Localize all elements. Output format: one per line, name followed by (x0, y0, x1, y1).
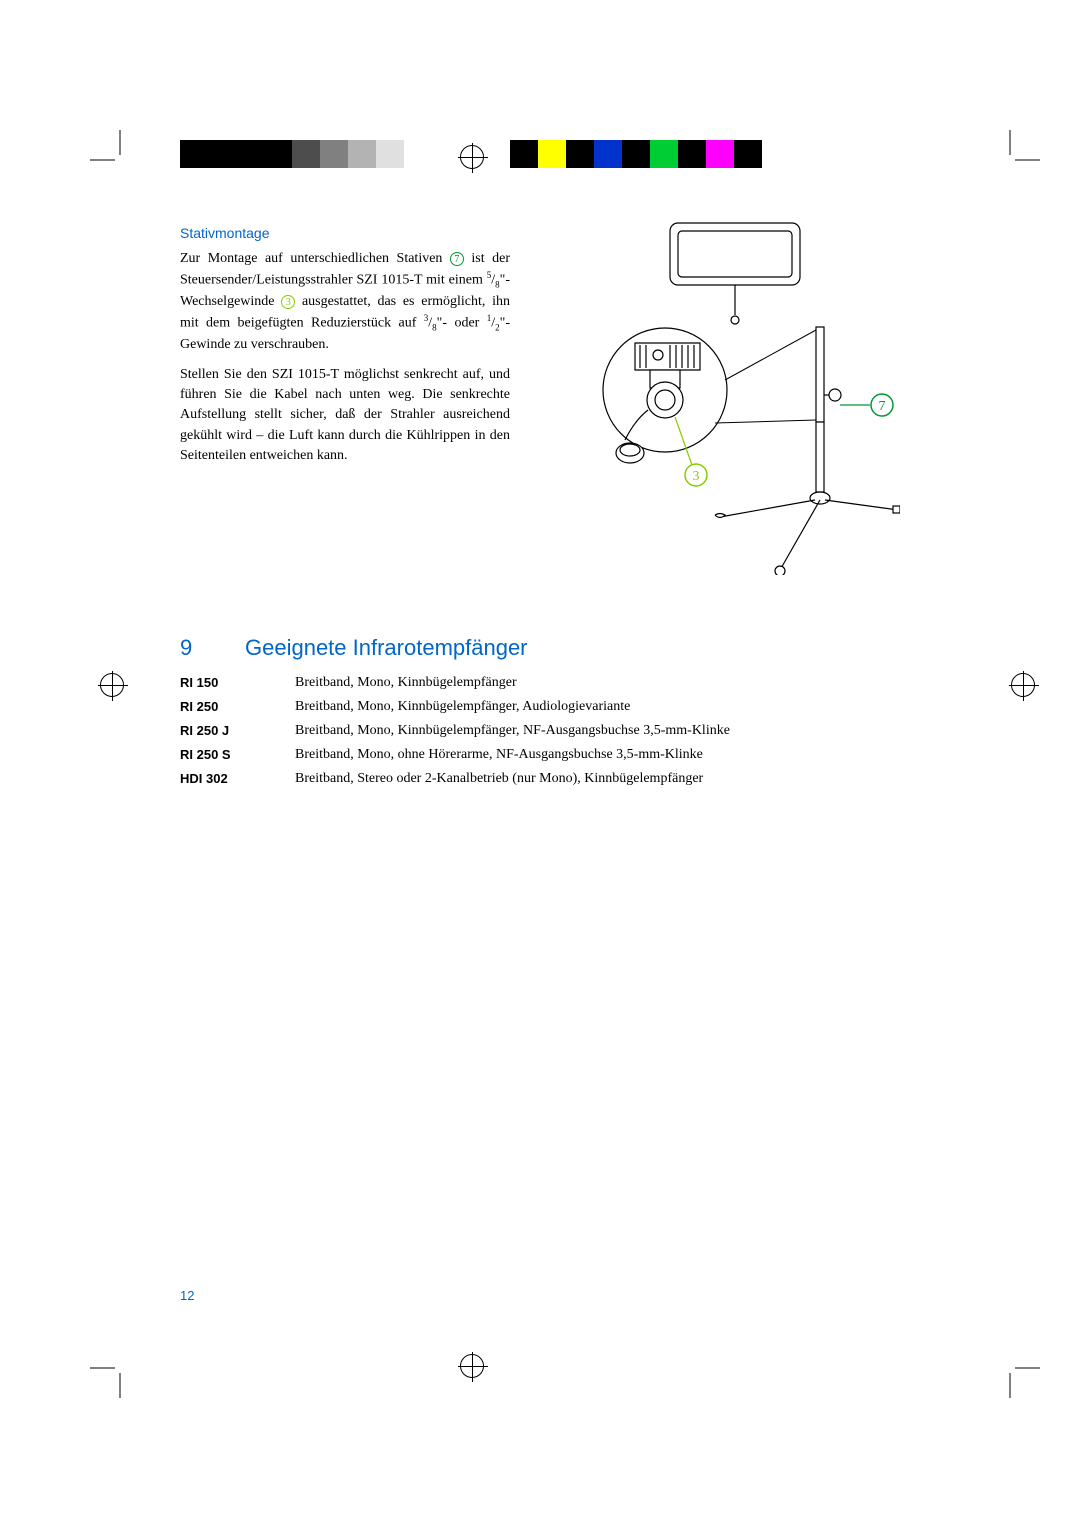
receiver-label: RI 150 (180, 675, 295, 691)
receiver-desc: Breitband, Mono, Kinnbügelempfänger (295, 675, 900, 691)
receiver-desc: Breitband, Mono, Kinnbügelempfänger, NF-… (295, 723, 900, 739)
receiver-label: RI 250 J (180, 723, 295, 739)
receiver-row: RI 250 Breitband, Mono, Kinnbügelempfäng… (180, 699, 900, 715)
receiver-label: RI 250 (180, 699, 295, 715)
tripod-diagram: 7 3 (540, 215, 900, 575)
section-number: 9 (180, 635, 245, 661)
page-content: Stativmontage Zur Montage auf unterschie… (180, 225, 910, 476)
registration-mark-bottom (460, 1354, 484, 1378)
receiver-row: RI 250 S Breitband, Mono, ohne Hörerarme… (180, 747, 900, 763)
color-bar (510, 140, 762, 168)
registration-mark-right (1011, 673, 1035, 697)
crop-mark-tl (90, 130, 130, 170)
ref-marker-7: 7 (450, 252, 464, 266)
ref-marker-3: 3 (281, 295, 295, 309)
receiver-desc: Breitband, Mono, Kinnbügelempfänger, Aud… (295, 699, 900, 715)
receiver-label: RI 250 S (180, 747, 295, 763)
page-number: 12 (180, 1288, 194, 1303)
diagram-marker-7: 7 (879, 399, 886, 414)
print-registration-top (0, 140, 1080, 180)
paragraph-2: Stellen Sie den SZI 1015-T möglichst sen… (180, 365, 510, 466)
diagram-marker-3: 3 (693, 469, 700, 484)
receiver-desc: Breitband, Stereo oder 2-Kanalbetrieb (n… (295, 771, 900, 787)
crop-mark-br (1000, 1358, 1040, 1398)
registration-mark-top (460, 145, 484, 169)
receiver-row: RI 250 J Breitband, Mono, Kinnbügelempfä… (180, 723, 900, 739)
receiver-label: HDI 302 (180, 771, 295, 787)
body-text: Zur Montage auf unterschiedlichen Stativ… (180, 249, 510, 466)
crop-mark-bl (90, 1358, 130, 1398)
section-9-header: 9 Geeignete Infrarotempfänger (180, 635, 900, 661)
registration-mark-left (100, 673, 124, 697)
section-title: Geeignete Infrarotempfänger (245, 635, 528, 661)
receiver-row: HDI 302 Breitband, Stereo oder 2-Kanalbe… (180, 771, 900, 787)
paragraph-1: Zur Montage auf unterschiedlichen Stativ… (180, 249, 510, 355)
crop-mark-tr (1000, 130, 1040, 170)
receiver-desc: Breitband, Mono, ohne Hörerarme, NF-Ausg… (295, 747, 900, 763)
grayscale-bar (180, 140, 404, 168)
section-9: 9 Geeignete Infrarotempfänger RI 150 Bre… (180, 635, 900, 795)
receiver-row: RI 150 Breitband, Mono, Kinnbügelempfäng… (180, 675, 900, 691)
